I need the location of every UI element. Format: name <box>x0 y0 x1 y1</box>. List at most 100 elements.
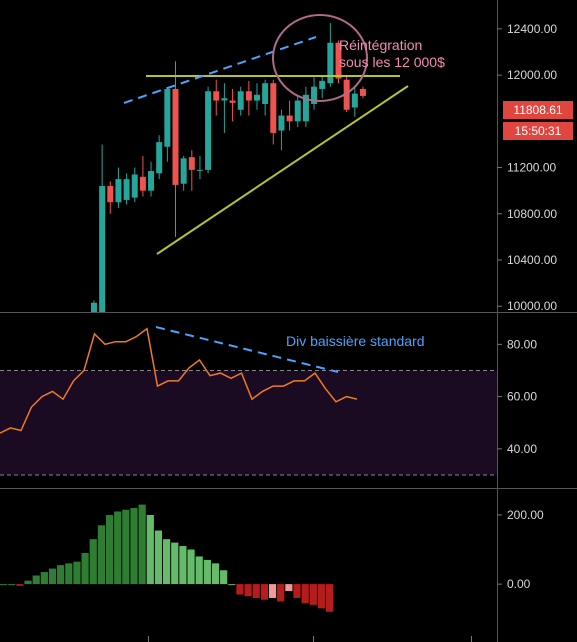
macd-bar <box>301 584 309 604</box>
axis-tick-label: 60.00 <box>507 390 537 404</box>
macd-bar <box>203 559 211 585</box>
axis-tick-label: 10800.00 <box>507 207 557 221</box>
candle-body <box>107 186 114 203</box>
highlight-circle[interactable] <box>272 14 368 102</box>
candle-body <box>188 157 195 170</box>
macd-bar <box>89 539 97 585</box>
candle-body <box>335 42 342 79</box>
candle-body <box>229 100 236 103</box>
candle-body <box>148 171 155 191</box>
candle-body <box>286 115 293 122</box>
macd-bar <box>32 575 40 585</box>
candle-body <box>139 176 146 191</box>
candle-body <box>319 80 326 89</box>
macd-bar <box>146 514 154 585</box>
macd-bar <box>48 568 57 585</box>
macd-bar <box>122 509 130 585</box>
macd-panel[interactable] <box>0 504 334 612</box>
rsi-panel[interactable] <box>0 327 497 476</box>
macd-bar <box>40 572 48 585</box>
candle-body <box>270 83 277 133</box>
candle-body <box>91 302 97 312</box>
price-panel[interactable] <box>91 23 366 312</box>
candle-body <box>164 88 171 147</box>
axis-tick-label: 0.00 <box>507 577 531 591</box>
candle-body <box>237 91 244 110</box>
candle-body <box>123 179 130 200</box>
candle-body <box>131 174 138 198</box>
macd-bar <box>309 584 317 605</box>
macd-bar <box>179 546 187 585</box>
macd-bar <box>24 580 32 585</box>
candle-body <box>172 88 179 185</box>
rsi-annotation: Div baissière standard <box>286 333 425 349</box>
macd-bar <box>97 525 105 585</box>
macd-bar <box>244 584 252 597</box>
macd-bar <box>130 508 138 585</box>
candle-body <box>327 42 334 84</box>
macd-bar <box>317 584 326 609</box>
macd-bar <box>187 549 195 585</box>
axis-tick-label: 10000.00 <box>507 299 557 313</box>
drawings[interactable]: Réintégration sous les 12 000$ Div baiss… <box>123 14 445 373</box>
macd-bar <box>195 556 203 585</box>
dashed-divergence-line-rsi[interactable] <box>155 326 339 373</box>
rsi-band <box>0 370 497 475</box>
candle-body <box>180 158 187 184</box>
macd-bar <box>285 584 293 592</box>
macd-bar <box>211 563 220 585</box>
axis-tick-label: 10400.00 <box>507 253 557 267</box>
rsi-line <box>0 327 358 434</box>
candle-body <box>294 100 301 122</box>
macd-bar <box>138 504 146 585</box>
macd-bar <box>293 584 301 598</box>
candle-body <box>302 94 309 122</box>
macd-bar <box>252 584 260 598</box>
macd-bar <box>163 539 171 585</box>
macd-bar <box>73 561 81 585</box>
candle-body <box>213 91 220 101</box>
candle-body <box>254 94 260 101</box>
candle-body <box>343 79 350 110</box>
macd-bar <box>0 584 8 586</box>
macd-bar <box>57 565 65 585</box>
candle-body <box>221 98 228 101</box>
macd-bar <box>260 584 268 600</box>
annotation-line-2: sous les 12 000$ <box>339 54 445 70</box>
candle-body <box>245 91 252 101</box>
macd-bar <box>81 552 89 585</box>
macd-bar <box>8 584 16 586</box>
axis-tick-label: 80.00 <box>507 337 537 351</box>
candle-body <box>262 83 269 104</box>
macd-bar <box>277 584 285 602</box>
dashed-divergence-line-price[interactable] <box>123 36 317 104</box>
macd-bar <box>114 511 122 585</box>
macd-bar <box>171 542 179 585</box>
countdown-label: 15:50:31 <box>503 122 573 140</box>
price-axis[interactable]: 10000.00 10400.00 10800.00 11200.00 12000.00… <box>497 0 557 591</box>
candle-body <box>196 169 203 171</box>
candle-body <box>311 86 318 104</box>
axis-tick-label: 11200.00 <box>507 161 556 175</box>
macd-bar <box>326 584 334 612</box>
candle-body <box>99 186 106 312</box>
axis-tick-label: 12000.00 <box>507 68 557 82</box>
candle-body <box>351 93 358 108</box>
macd-bar <box>154 530 163 585</box>
axis-tick-label: 200.00 <box>507 508 544 522</box>
macd-bar <box>228 584 236 586</box>
axis-tick-label: 12400.00 <box>507 22 557 36</box>
axis-tick-label: 40.00 <box>507 442 537 456</box>
macd-bar <box>16 584 24 586</box>
macd-bar <box>105 514 114 585</box>
annotation-line-1: Réintégration <box>339 37 422 53</box>
macd-bar <box>65 563 73 585</box>
macd-bar <box>236 584 244 595</box>
macd-bar <box>220 570 228 585</box>
candle-body <box>156 142 163 174</box>
ascending-trendline[interactable] <box>156 85 409 255</box>
candle-body <box>205 91 212 170</box>
candle-body <box>115 179 122 203</box>
macd-bar <box>268 584 277 598</box>
